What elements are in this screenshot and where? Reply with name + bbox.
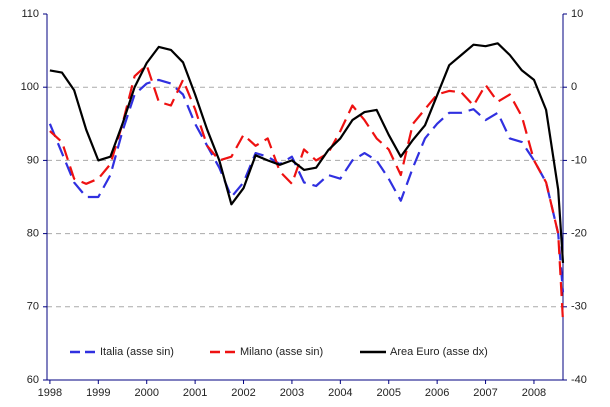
x-tick-label: 2004 <box>328 387 352 399</box>
y2-tick-label: -30 <box>571 301 587 313</box>
x-tick-label: 2000 <box>134 387 158 399</box>
y2-tick-label: 0 <box>571 81 577 93</box>
x-tick-label: 2002 <box>231 387 255 399</box>
x-tick-label: 1999 <box>86 387 110 399</box>
x-tick-label: 2008 <box>522 387 546 399</box>
y-tick-label: 60 <box>27 374 39 386</box>
x-tick-label: 2006 <box>425 387 449 399</box>
legend-label: Italia (asse sin) <box>100 346 174 358</box>
x-tick-label: 2007 <box>473 387 497 399</box>
y2-tick-label: -10 <box>571 154 587 166</box>
legend-label: Milano (asse sin) <box>240 346 323 358</box>
y-tick-label: 80 <box>27 228 39 240</box>
y-tick-label: 110 <box>21 8 39 20</box>
x-tick-label: 1998 <box>38 387 62 399</box>
x-tick-label: 2005 <box>376 387 400 399</box>
x-tick-label: 2001 <box>183 387 207 399</box>
y-tick-label: 100 <box>21 81 39 93</box>
series-line <box>49 42 565 263</box>
y2-tick-label: -40 <box>571 374 587 386</box>
y-tick-label: 90 <box>27 154 39 166</box>
x-tick-label: 2003 <box>280 387 304 399</box>
y-tick-label: 70 <box>27 301 39 313</box>
series-line <box>49 64 565 322</box>
y2-tick-label: 10 <box>571 8 583 20</box>
y2-tick-label: -20 <box>571 228 587 240</box>
legend-label: Area Euro (asse dx) <box>390 346 488 358</box>
